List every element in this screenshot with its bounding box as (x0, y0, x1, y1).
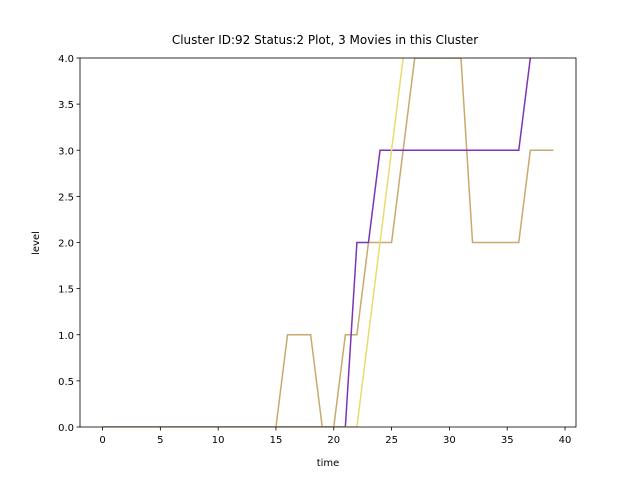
y-tick-label: 0.0 (58, 423, 74, 434)
x-tick-label: 35 (501, 435, 514, 446)
x-tick-label: 15 (270, 435, 283, 446)
x-tick-label: 0 (99, 435, 105, 446)
x-tick-label: 30 (443, 435, 456, 446)
x-tick-label: 5 (157, 435, 163, 446)
y-tick-label: 1.0 (58, 331, 74, 342)
chart-title: Cluster ID:92 Status:2 Plot, 3 Movies in… (172, 33, 478, 47)
x-tick-label: 20 (327, 435, 340, 446)
y-tick-label: 4.0 (58, 54, 74, 65)
x-axis-label: time (317, 458, 340, 469)
y-tick-label: 3.0 (58, 146, 74, 157)
y-tick-label: 2.5 (58, 192, 74, 203)
y-tick-label: 0.5 (58, 377, 74, 388)
series-line (102, 58, 554, 427)
y-tick-label: 2.0 (58, 239, 74, 250)
y-tick-label: 1.5 (58, 285, 74, 296)
y-tick-label: 3.5 (58, 100, 74, 111)
y-axis-label: level (31, 231, 42, 255)
x-tick-label: 10 (212, 435, 225, 446)
series-line (102, 58, 532, 427)
x-tick-label: 25 (385, 435, 398, 446)
x-tick-label: 40 (559, 435, 572, 446)
plot-area (102, 58, 554, 427)
